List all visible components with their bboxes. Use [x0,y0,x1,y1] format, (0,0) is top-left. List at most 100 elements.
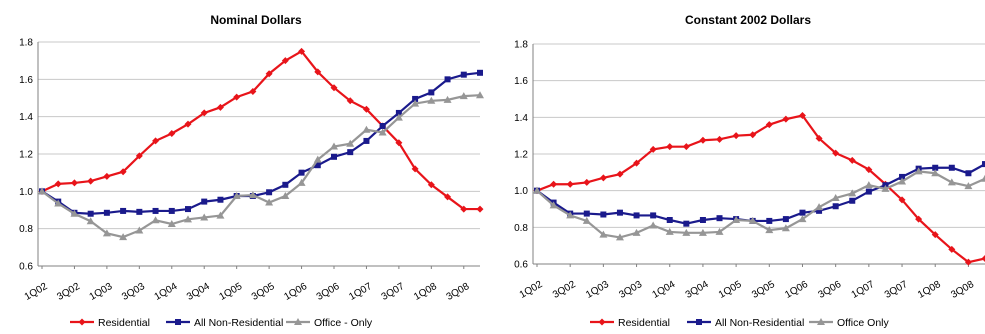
data-point [265,198,274,206]
x-tick-label: 3Q04 [684,279,711,301]
data-point [650,212,657,219]
data-point [815,203,824,211]
data-point [119,233,128,241]
data-point [815,134,823,142]
x-tick-label: 3Q08 [949,279,976,301]
x-tick-label: 3Q05 [750,279,777,301]
data-point [898,177,907,185]
legend-label: Office Only [837,317,889,329]
x-tick-label: 1Q03 [88,281,115,303]
data-point [428,89,435,96]
data-point [683,220,690,227]
data-point [633,212,640,219]
data-point [216,211,225,219]
x-tick-label: 3Q03 [120,281,147,303]
data-point [152,207,159,214]
data-point [395,109,402,116]
legend-swatch-marker [78,318,86,326]
data-point [716,135,724,143]
data-point [848,189,857,197]
y-tick-label: 0.8 [19,224,33,235]
data-point [476,205,484,213]
data-point [411,165,419,173]
data-point [87,177,95,185]
x-tick-label: 1Q06 [783,279,810,301]
data-point [151,216,160,224]
data-point [666,217,673,223]
data-point [898,196,906,204]
data-point [982,161,985,168]
y-tick-label: 1.6 [19,75,33,86]
x-tick-label: 3Q03 [617,279,644,301]
data-point [103,172,111,180]
x-tick-label: 3Q05 [250,281,277,303]
chart-title: Nominal Dollars [210,13,302,27]
data-point [781,224,790,232]
data-point [313,155,322,163]
data-point [444,193,452,201]
x-tick-label: 1Q04 [651,279,678,301]
data-point [330,142,338,150]
data-point [362,105,370,113]
y-tick-label: 0.6 [19,262,33,273]
data-point [216,103,224,111]
data-point [232,192,241,199]
data-point [412,95,419,102]
data-point [102,229,111,237]
data-point [649,221,658,229]
data-point [616,170,624,178]
data-point [346,97,354,105]
data-point [799,209,806,216]
data-point [533,186,541,194]
data-point [378,128,387,136]
data-point [798,112,806,119]
legend-swatch-marker [598,318,606,326]
data-point [298,47,306,55]
legend-label: Residential [98,317,150,329]
data-point [599,230,608,238]
x-tick-label: 3Q08 [445,281,472,303]
series-1 [39,69,483,217]
data-point [460,71,467,78]
series-line [41,94,481,239]
x-tick-label: 3Q06 [315,281,342,303]
data-point [599,174,607,182]
data-point [665,227,674,235]
data-point [600,211,607,218]
data-point [248,191,257,199]
x-tick-label: 1Q06 [282,281,309,303]
legend-swatch-marker [175,319,181,325]
data-point [70,179,78,187]
data-point [831,194,840,201]
data-point [411,99,420,107]
series-line [41,49,480,211]
data-point [459,92,468,100]
data-point [217,196,224,203]
series-line [41,71,481,215]
data-point [965,170,972,177]
data-point [981,174,985,182]
data-point [766,217,773,224]
data-point [732,132,740,140]
x-tick-label: 1Q03 [584,279,611,301]
data-point [566,211,575,219]
legend: Residential All Non-Residential Office - O… [70,317,373,329]
y-tick-label: 1.0 [514,186,528,197]
data-point [314,162,321,169]
legend-swatch-marker [294,318,302,325]
data-point [732,216,741,223]
data-point [331,153,337,160]
y-tick-label: 1.8 [514,40,528,51]
data-point [70,209,79,217]
data-point [666,143,674,151]
series-2 [38,91,484,241]
x-tick-label: 1Q05 [217,281,244,303]
data-point [947,178,956,186]
data-point [135,152,143,160]
y-tick-label: 0.8 [514,223,528,234]
data-point [87,210,94,217]
series-1 [534,161,985,227]
data-point [297,178,306,186]
data-point [362,125,371,133]
legend-label: Residential [618,317,670,329]
